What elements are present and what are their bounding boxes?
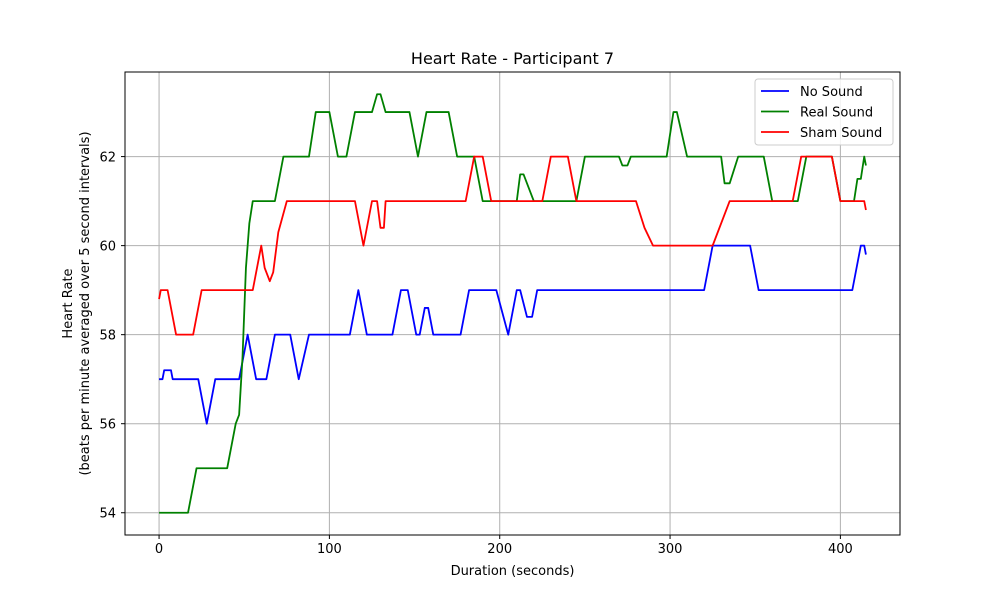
legend-box <box>754 78 894 146</box>
x-axis-title: Duration (seconds) <box>451 564 575 579</box>
legend-items: No Sound Real Sound Sham Sound <box>761 85 882 141</box>
x-tick-label: 0 <box>155 542 163 557</box>
series-lines <box>158 93 867 514</box>
x-tick-label: 100 <box>317 542 342 557</box>
legend-label-no-sound: No Sound <box>800 85 863 100</box>
plot-frame <box>124 71 901 536</box>
y-axis-subtitle: (beats per minute averaged over 5 second… <box>78 131 93 475</box>
series-line-sham-sound <box>158 155 867 336</box>
axis-ticks: 0 100 200 300 400 54 56 58 60 62 <box>99 151 852 557</box>
x-tick-label: 200 <box>487 542 512 557</box>
legend-label-real-sound: Real Sound <box>800 106 873 121</box>
y-tick-label: 58 <box>99 329 116 344</box>
legend-label-sham-sound: Sham Sound <box>800 126 882 141</box>
y-axis-title: Heart Rate <box>61 268 76 338</box>
y-tick-label: 60 <box>99 240 116 255</box>
chart-title: Heart Rate - Participant 7 <box>411 49 614 68</box>
legend: No Sound Real Sound Sham Sound <box>754 78 894 146</box>
x-tick-label: 400 <box>828 542 853 557</box>
y-tick-label: 62 <box>99 151 116 166</box>
series-line-real-sound <box>159 93 867 514</box>
y-tick-label: 56 <box>99 418 116 433</box>
x-tick-label: 300 <box>658 542 683 557</box>
y-tick-label: 54 <box>99 507 116 522</box>
